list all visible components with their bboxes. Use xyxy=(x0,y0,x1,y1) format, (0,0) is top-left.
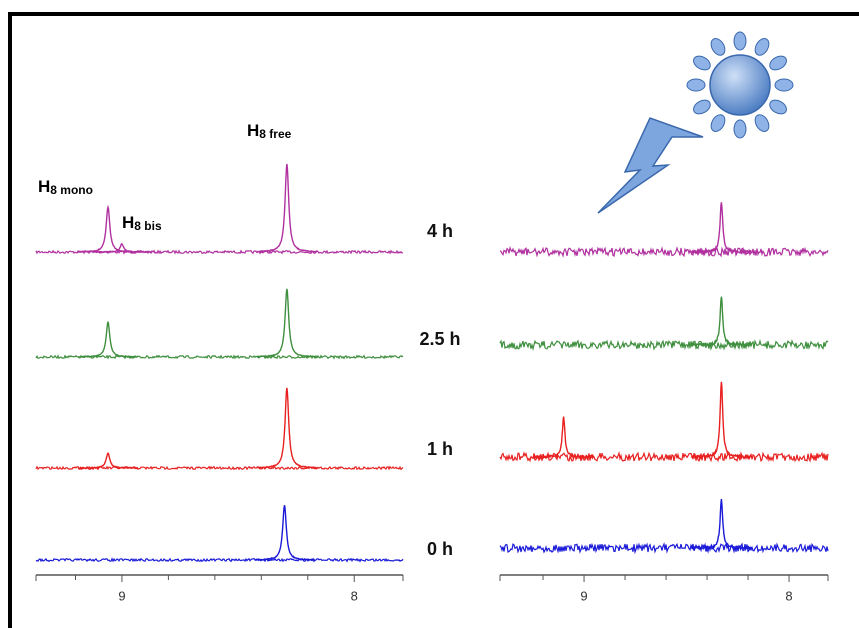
annotation-sub: 8 mono xyxy=(50,183,93,197)
series-label: 0 h xyxy=(427,539,453,559)
x-tick-label: 9 xyxy=(118,588,125,603)
sun-ray xyxy=(734,32,746,50)
sun-ray xyxy=(734,120,746,138)
x-tick-label: 9 xyxy=(580,588,587,603)
series-label: 4 h xyxy=(427,221,453,241)
annotation-sub: 8 bis xyxy=(134,219,162,233)
x-tick-label: 8 xyxy=(351,588,358,603)
sun-disc xyxy=(710,55,770,115)
annotation-text: H xyxy=(122,213,134,232)
sun-ray xyxy=(687,79,705,91)
x-tick-label: 8 xyxy=(785,588,792,603)
annotation-text: H xyxy=(38,177,50,196)
annotation-text: H xyxy=(247,121,259,140)
sun-ray xyxy=(775,79,793,91)
figure: H8 mono H8 bis H8 free 984 h2.5 h1 h0 h9… xyxy=(0,0,859,628)
annotation-sub: 8 free xyxy=(259,127,291,141)
page: H8 mono H8 bis H8 free 984 h2.5 h1 h0 h9… xyxy=(0,0,859,628)
series-label: 2.5 h xyxy=(419,329,460,349)
series-label: 1 h xyxy=(427,439,453,459)
